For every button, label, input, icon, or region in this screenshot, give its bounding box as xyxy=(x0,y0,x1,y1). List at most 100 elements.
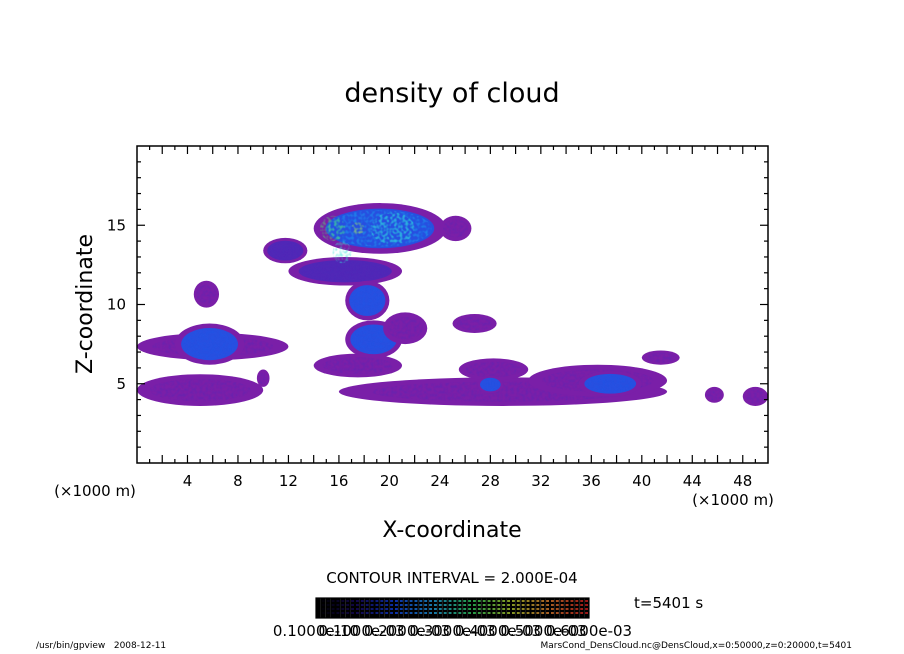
colorbar-labels: 0.1000e-100.1000e-030.2000e-030.3000e-03… xyxy=(273,622,632,640)
cloud-region-5 xyxy=(345,320,403,359)
colorbar-cell xyxy=(437,598,443,618)
cloud-region-6 xyxy=(383,312,428,345)
colorbar-cell xyxy=(316,598,321,618)
x-tick-label: 48 xyxy=(733,472,752,490)
footer-left: /usr/bin/gpview 2008-12-11 xyxy=(36,641,167,651)
colorbar-cell xyxy=(350,598,355,618)
x-axis-label: X-coordinate xyxy=(382,518,521,543)
x-tick-label: 24 xyxy=(430,472,449,490)
cloud-region-18 xyxy=(641,350,680,365)
colorbar-cell xyxy=(394,598,399,618)
cloud-density-peaks xyxy=(319,212,415,264)
colorbar-frame xyxy=(315,597,590,619)
colorbar-label: 0.2000e-03 xyxy=(364,622,450,640)
x-unit-left: (×1000 m) xyxy=(54,482,136,500)
cloud-peak-0 xyxy=(319,215,346,242)
y-axis-label: Z-coordinate xyxy=(73,234,98,374)
colorbar-label: 0.3000e-03 xyxy=(409,622,495,640)
colorbar-cell xyxy=(355,598,360,618)
x-tick-label: 12 xyxy=(279,472,298,490)
colorbar-cell xyxy=(374,598,380,618)
colorbar-cell xyxy=(515,598,521,618)
colorbar-cell xyxy=(403,598,409,618)
colorbar-cell xyxy=(550,598,555,618)
colorbar-label: 0.6000e-03 xyxy=(546,622,632,640)
colorbar-cell xyxy=(408,598,414,618)
x-tick-label: 16 xyxy=(329,472,348,490)
colorbar-cell xyxy=(433,598,438,618)
cloud-region-19 xyxy=(452,314,497,334)
colorbar-cell xyxy=(320,598,326,618)
colorbar-cell xyxy=(325,598,331,618)
colorbar-cell xyxy=(530,598,536,618)
colorbar-cell xyxy=(564,598,570,618)
cloud-region-11 xyxy=(193,280,220,308)
cloud-region-21 xyxy=(742,386,768,406)
plot-frame xyxy=(136,145,769,464)
colorbar-cell xyxy=(457,598,463,618)
colorbar-cell xyxy=(569,598,575,618)
time-label: t=5401 s xyxy=(634,594,703,612)
x-tick-label: 28 xyxy=(481,472,500,490)
cloud-region-20 xyxy=(704,386,724,403)
x-tick-label: 40 xyxy=(632,472,651,490)
colorbar-cell xyxy=(359,598,365,618)
colorbar-cell xyxy=(442,598,448,618)
cloud-region-12 xyxy=(313,353,403,378)
colorbar-cell xyxy=(584,598,589,618)
colorbar-cell xyxy=(340,598,346,618)
cloud-region-14 xyxy=(458,358,529,381)
colorbar-cell xyxy=(398,598,404,618)
contour-interval-label: CONTOUR INTERVAL = 2.000E-04 xyxy=(326,569,577,587)
cloud-region-4 xyxy=(345,280,390,321)
x-tick-label: 32 xyxy=(531,472,550,490)
cloud-peak-1 xyxy=(351,222,365,235)
colorbar-cell xyxy=(447,598,453,618)
x-tick-label: 4 xyxy=(183,472,193,490)
colorbar-label: 0.4000e-03 xyxy=(455,622,541,640)
colorbar-cell xyxy=(369,598,375,618)
colorbar xyxy=(315,597,590,619)
colorbar-cell xyxy=(345,598,351,618)
colorbar-cell xyxy=(330,598,336,618)
x-axis-ticks: 4 8 12 16 20 24 28 32 36 40 44 48 xyxy=(149,146,756,490)
colorbar-cell xyxy=(535,598,541,618)
x-tick-label: 36 xyxy=(582,472,601,490)
colorbar-cell xyxy=(467,598,472,618)
chart-title: density of cloud xyxy=(344,78,559,109)
colorbar-cell xyxy=(506,598,511,618)
colorbar-cell xyxy=(481,598,487,618)
colorbar-cell xyxy=(545,598,550,618)
cloud-region-15 xyxy=(477,375,503,394)
colorbar-cell xyxy=(579,598,585,618)
footer-right: MarsCond_DensCloud.nc@DensCloud,x=0:5000… xyxy=(540,641,853,651)
colorbar-cell xyxy=(476,598,482,618)
y-tick-label: 15 xyxy=(107,216,126,234)
cloud-region-9 xyxy=(137,374,264,406)
cloud-region-2 xyxy=(439,215,472,242)
colorbar-label: 0.1000e-03 xyxy=(318,622,404,640)
colorbar-cell xyxy=(335,598,341,618)
y-axis-ticks: 5 10 15 xyxy=(107,161,768,448)
x-unit-right: (×1000 m) xyxy=(692,491,774,509)
colorbar-cell xyxy=(511,598,516,618)
colorbar-label: 0.1000e-10 xyxy=(273,622,359,640)
y-tick-label: 10 xyxy=(107,296,126,314)
colorbar-cell xyxy=(379,598,385,618)
cloud-peak-3 xyxy=(370,212,415,245)
colorbar-cell xyxy=(525,598,531,618)
colorbar-cell xyxy=(413,598,419,618)
cloud-region-17 xyxy=(578,371,642,397)
colorbar-cell xyxy=(486,598,492,618)
colorbar-cell xyxy=(559,598,565,618)
colorbar-label: 0.5000e-03 xyxy=(500,622,586,640)
colorbar-cell xyxy=(423,598,429,618)
colorbar-cell xyxy=(428,598,433,618)
cloud-region-3 xyxy=(288,256,403,286)
y-tick-label: 5 xyxy=(116,375,126,393)
colorbar-cell xyxy=(389,598,394,618)
colorbar-cell xyxy=(452,598,458,618)
colorbar-cell xyxy=(496,598,502,618)
cloud-density-field xyxy=(137,203,768,406)
